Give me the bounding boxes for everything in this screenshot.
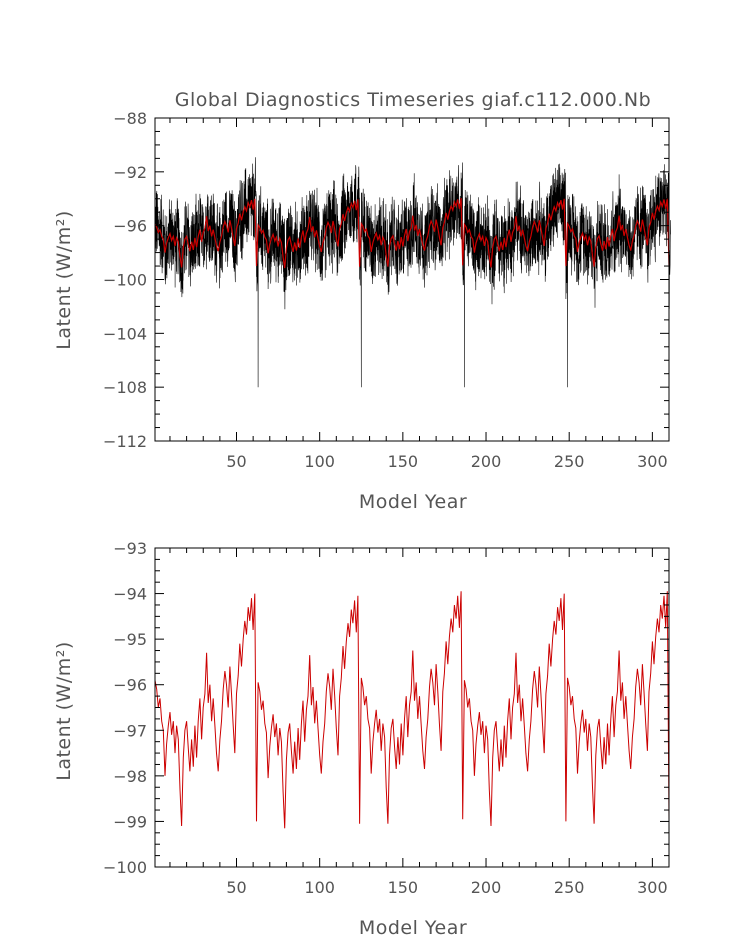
top-panel: Global Diagnostics Timeseries giaf.c112.… xyxy=(53,89,671,513)
plot-frame xyxy=(154,117,670,442)
top-x-axis-label: Model Year xyxy=(359,491,467,513)
series-line-annual-top xyxy=(154,198,670,269)
x-tick-label: 250 xyxy=(554,878,585,897)
top-plot-area xyxy=(154,157,671,388)
x-tick-label: 50 xyxy=(226,878,246,897)
top-y-axis-label-text: Latent (W/m²) xyxy=(53,210,75,350)
x-tick-label: 100 xyxy=(304,452,335,471)
y-tick-label: −108 xyxy=(103,378,147,397)
x-tick-label: 50 xyxy=(226,452,246,471)
y-tick-label: −99 xyxy=(113,812,147,831)
y-tick-label: −112 xyxy=(103,432,147,451)
bottom-plot-area xyxy=(154,591,670,829)
top-axes: 50 100 150 200 250 300 −88 −92 −96 −100 −104 −108 −1… xyxy=(103,109,670,471)
series-line-annual-bottom xyxy=(154,591,670,829)
x-tick-label: 150 xyxy=(388,878,419,897)
series-line-monthly-top xyxy=(154,157,671,388)
y-tick-label: −93 xyxy=(113,539,147,558)
x-tick-label: 300 xyxy=(637,878,668,897)
y-tick-label: −100 xyxy=(103,271,147,290)
y-tick-label: −88 xyxy=(113,109,147,128)
x-tick-label: 150 xyxy=(388,452,419,471)
y-tick-label: −96 xyxy=(113,676,147,695)
top-y-axis-label: Latent (W/m²) xyxy=(53,210,75,350)
bottom-y-axis-label-text: Latent (W/m²) xyxy=(53,641,75,781)
bottom-y-axis-label: Latent (W/m²) xyxy=(53,641,75,781)
bottom-panel: 50 100 150 200 250 300 −93 −94 −95 −96 −97 −98 −99 −1… xyxy=(53,539,670,939)
y-tick-label: −95 xyxy=(113,630,147,649)
x-tick-label: 100 xyxy=(304,878,335,897)
x-tick-label: 250 xyxy=(554,452,585,471)
y-tick-label: −92 xyxy=(113,163,147,182)
chart-title: Global Diagnostics Timeseries giaf.c112.… xyxy=(175,89,651,111)
y-tick-label: −98 xyxy=(113,767,147,786)
y-tick-label: −97 xyxy=(113,721,147,740)
y-tick-label: −96 xyxy=(113,217,147,236)
y-tick-label: −94 xyxy=(113,585,147,604)
x-tick-label: 300 xyxy=(637,452,668,471)
y-tick-label: −100 xyxy=(103,858,147,877)
x-tick-label: 200 xyxy=(471,878,502,897)
x-tick-label: 200 xyxy=(471,452,502,471)
y-tick-label: −104 xyxy=(103,324,147,343)
bottom-x-axis-label: Model Year xyxy=(359,917,467,939)
bottom-axes: 50 100 150 200 250 300 −93 −94 −95 −96 −97 −98 −99 −1… xyxy=(103,539,670,897)
